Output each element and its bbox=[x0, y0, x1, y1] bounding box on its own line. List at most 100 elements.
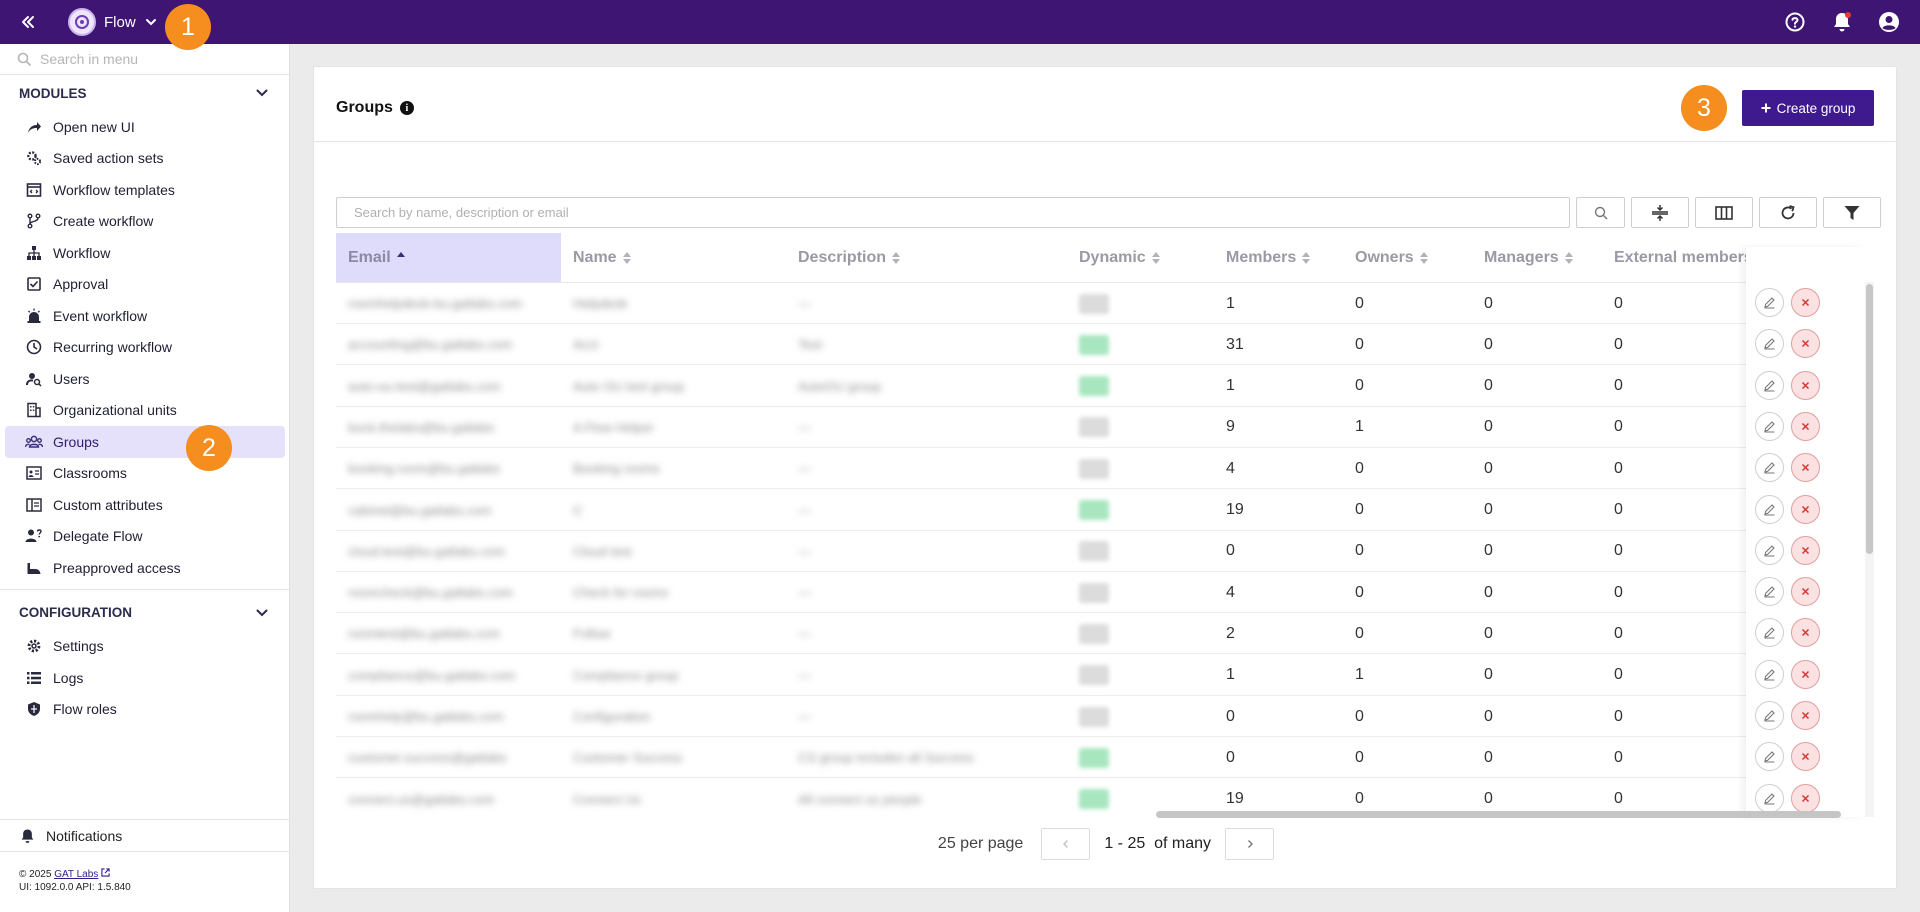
table-row[interactable]: compliance@bu.gatlabs.com Compliance grou… bbox=[336, 655, 1748, 696]
horizontal-scrollbar[interactable] bbox=[336, 809, 1841, 818]
delete-button[interactable] bbox=[1791, 329, 1820, 359]
sidebar-item-flow-roles[interactable]: Flow roles bbox=[5, 694, 285, 726]
sidebar-item-event-workflow[interactable]: Event workflow bbox=[5, 300, 285, 332]
previous-page-button[interactable] bbox=[1041, 828, 1091, 860]
gat-labs-link[interactable]: GAT Labs bbox=[54, 869, 99, 880]
table-row[interactable]: roomhelpdesk-bu.gatlabs.com Helpdesk — 1 0 0 0 bbox=[336, 283, 1748, 324]
edit-button[interactable] bbox=[1755, 329, 1784, 359]
sidebar-item-classrooms[interactable]: Classrooms bbox=[5, 458, 285, 490]
sidebar-item-create-workflow[interactable]: Create workflow bbox=[5, 206, 285, 238]
delete-button[interactable] bbox=[1791, 618, 1820, 648]
vertical-scroll-thumb[interactable] bbox=[1866, 284, 1873, 554]
delete-button[interactable] bbox=[1791, 535, 1820, 565]
sidebar-item-users[interactable]: Users bbox=[5, 363, 285, 395]
edit-button[interactable] bbox=[1755, 659, 1784, 689]
info-icon[interactable]: i bbox=[399, 101, 414, 115]
edit-button[interactable] bbox=[1755, 494, 1784, 524]
cell-description: AutoOU group bbox=[798, 378, 882, 394]
edit-button[interactable] bbox=[1755, 535, 1784, 565]
edit-button[interactable] bbox=[1755, 618, 1784, 648]
cell-external-members: 0 bbox=[1614, 790, 1623, 808]
edit-button[interactable] bbox=[1755, 453, 1784, 483]
edit-button[interactable] bbox=[1755, 742, 1784, 772]
table-row[interactable]: roomtest@bu.gatlabs.com Follow — 2 0 0 0 bbox=[336, 613, 1748, 655]
table-row[interactable]: accounting@bu.gatlabs.com Acct Test 31 0 0 0 bbox=[336, 324, 1748, 366]
table-row[interactable]: roomcheck@bu.gatlabs.com Check for rooms —… bbox=[336, 572, 1748, 614]
table-row[interactable]: roomhelp@bu.gatlabs.com Configuration — 0 0 0… bbox=[336, 696, 1748, 737]
notifications-button[interactable] bbox=[1829, 9, 1855, 35]
delete-button[interactable] bbox=[1791, 659, 1820, 689]
delete-button[interactable] bbox=[1791, 701, 1820, 730]
sidebar: MODULES Open new UI Saved action sets Wo… bbox=[0, 44, 290, 912]
configuration-section-toggle[interactable]: CONFIGURATION bbox=[0, 595, 289, 631]
sidebar-item-recurring-workflow[interactable]: Recurring workflow bbox=[5, 332, 285, 364]
column-header-members[interactable]: Members bbox=[1214, 233, 1343, 282]
sidebar-item-custom-attributes[interactable]: Custom attributes bbox=[5, 489, 285, 521]
delete-button[interactable] bbox=[1791, 370, 1820, 400]
sidebar-item-approval[interactable]: Approval bbox=[5, 269, 285, 301]
sidebar-item-groups[interactable]: Groups bbox=[5, 426, 285, 458]
pencil-icon bbox=[1764, 297, 1775, 309]
search-button[interactable] bbox=[1576, 197, 1625, 228]
delete-button[interactable] bbox=[1791, 742, 1820, 772]
column-header-external-members[interactable]: External members bbox=[1602, 233, 1748, 282]
columns-button[interactable] bbox=[1695, 197, 1753, 228]
column-header-dynamic[interactable]: Dynamic bbox=[1067, 233, 1213, 282]
create-group-button[interactable]: Create group bbox=[1742, 90, 1874, 126]
sidebar-item-workflow[interactable]: Workflow bbox=[5, 237, 285, 269]
column-header-managers[interactable]: Managers bbox=[1472, 233, 1602, 282]
edit-button[interactable] bbox=[1755, 370, 1784, 400]
sidebar-item-settings[interactable]: Settings bbox=[5, 631, 285, 663]
table-row[interactable]: cloud.test@bu.gatlabs.com Cloud test — 0 0 0 0 bbox=[336, 531, 1748, 572]
cell-owners: 1 bbox=[1355, 666, 1364, 684]
table-search-input[interactable] bbox=[354, 205, 1569, 220]
edit-button[interactable] bbox=[1755, 411, 1784, 441]
column-header-owners[interactable]: Owners bbox=[1343, 233, 1472, 282]
sidebar-item-preapproved-access[interactable]: Preapproved access bbox=[5, 552, 285, 584]
table-row[interactable]: booking.room@bu.gatlabs Booking rooms — 4 0 0… bbox=[336, 448, 1748, 490]
collapse-sidebar-button[interactable] bbox=[6, 0, 50, 44]
page-range-total: of many bbox=[1154, 835, 1212, 852]
refresh-button[interactable] bbox=[1759, 197, 1817, 228]
delete-button[interactable] bbox=[1791, 453, 1820, 483]
density-button[interactable] bbox=[1631, 197, 1689, 228]
account-button[interactable] bbox=[1876, 9, 1902, 35]
delete-button[interactable] bbox=[1791, 494, 1820, 524]
sidebar-item-logs[interactable]: Logs bbox=[5, 662, 285, 694]
edit-button[interactable] bbox=[1755, 288, 1784, 317]
sidebar-item-workflow-templates[interactable]: Workflow templates bbox=[5, 174, 285, 206]
table-row[interactable]: bock.thelabs@bu.gatlabs A Flow Helper — 9 1 0… bbox=[336, 407, 1748, 448]
table-row[interactable]: cabinet@bu.gatlabs.com C — 19 0 0 0 bbox=[336, 490, 1748, 531]
cell-name: Check for rooms bbox=[573, 585, 669, 601]
sidebar-item-organizational-units[interactable]: Organizational units bbox=[5, 395, 285, 427]
sidebar-item-notifications[interactable]: Notifications bbox=[0, 819, 290, 852]
sidebar-item-saved-action-sets[interactable]: Saved action sets bbox=[5, 143, 285, 175]
column-header-name[interactable]: Name bbox=[561, 233, 786, 282]
table-row[interactable]: connect.us@gatlabs.com Connect Us All conn… bbox=[336, 779, 1748, 817]
table-row[interactable]: customer.success@gatlabs Customer Success… bbox=[336, 737, 1748, 779]
edit-button[interactable] bbox=[1755, 783, 1784, 813]
vertical-scrollbar[interactable] bbox=[1865, 282, 1874, 817]
delete-button[interactable] bbox=[1791, 288, 1820, 317]
sidebar-item-delegate-flow[interactable]: Delegate Flow bbox=[5, 521, 285, 553]
per-page-selector[interactable]: 25 per page bbox=[937, 835, 1024, 852]
modules-section-toggle[interactable]: MODULES bbox=[0, 75, 289, 111]
sidebar-item-open-new-ui[interactable]: Open new UI bbox=[5, 111, 285, 143]
filter-button[interactable] bbox=[1823, 197, 1881, 228]
cell-managers: 0 bbox=[1484, 418, 1493, 436]
next-page-button[interactable] bbox=[1225, 828, 1275, 860]
edit-button[interactable] bbox=[1755, 577, 1784, 607]
close-icon bbox=[1801, 464, 1810, 472]
column-header-email[interactable]: Email bbox=[336, 233, 561, 282]
edit-button[interactable] bbox=[1755, 701, 1784, 730]
horizontal-scroll-thumb[interactable] bbox=[1156, 811, 1841, 818]
delete-button[interactable] bbox=[1791, 783, 1820, 813]
delete-button[interactable] bbox=[1791, 577, 1820, 607]
delete-button[interactable] bbox=[1791, 411, 1820, 441]
menu-search-input[interactable] bbox=[40, 51, 280, 67]
table-row[interactable]: auto-ou-test@gatlabs.com Auto OU test gro… bbox=[336, 366, 1748, 407]
help-button[interactable] bbox=[1782, 9, 1808, 35]
app-switcher[interactable]: Flow bbox=[68, 8, 158, 36]
dynamic-badge bbox=[1079, 789, 1109, 810]
column-header-description[interactable]: Description bbox=[786, 233, 1066, 282]
